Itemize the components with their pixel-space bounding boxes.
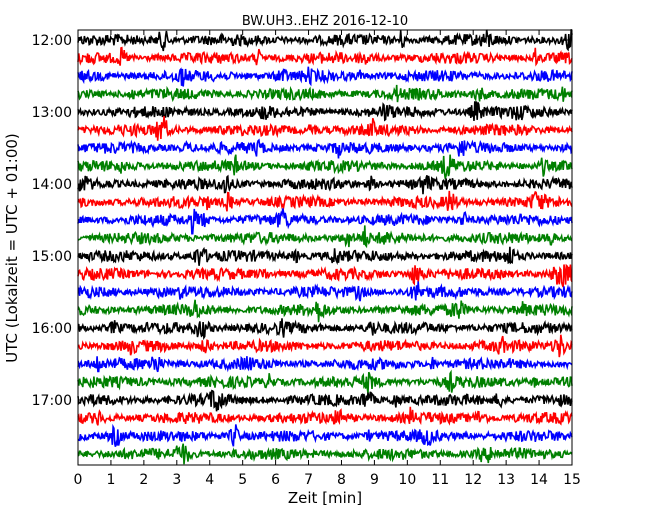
x-tick-label: 12 xyxy=(464,472,482,488)
x-tick-label: 10 xyxy=(398,472,416,488)
chart-title: BW.UH3..EHZ 2016-12-10 xyxy=(242,14,408,29)
trace-1630 xyxy=(77,355,573,373)
x-tick-label: 2 xyxy=(139,472,148,488)
x-tick-label: 5 xyxy=(238,472,247,488)
x-axis-label: Zeit [min] xyxy=(288,489,362,507)
trace-1330 xyxy=(77,138,573,159)
x-tick-label: 11 xyxy=(431,472,449,488)
trace-1745 xyxy=(77,443,573,465)
trace-1715 xyxy=(77,406,573,426)
x-tick-label: 14 xyxy=(530,472,548,488)
trace-1300 xyxy=(77,101,573,122)
x-tick-label: 0 xyxy=(74,472,83,488)
trace-1200 xyxy=(77,29,573,52)
trace-1530 xyxy=(77,281,573,302)
x-axis: 0 1 2 3 4 5 6 7 8 9 10 11 12 13 14 15 xyxy=(74,30,581,488)
trace-1415 xyxy=(77,190,573,212)
y-axis: 12:00 13:00 14:00 15:00 16:00 17:00 xyxy=(32,33,572,409)
trace-1315 xyxy=(77,115,573,141)
trace-1230 xyxy=(77,66,573,87)
plot-frame xyxy=(77,29,573,466)
x-tick-label: 1 xyxy=(106,472,115,488)
trace-1400 xyxy=(77,174,573,195)
x-tick-label: 4 xyxy=(205,472,214,488)
y-axis-label: UTC (Lokalzeit = UTC + 01:00) xyxy=(3,133,21,363)
trace-1545 xyxy=(77,299,573,323)
x-tick-label: 3 xyxy=(172,472,181,488)
trace-1345 xyxy=(77,154,573,179)
y-tick-label: 16:00 xyxy=(32,321,72,337)
trace-group xyxy=(77,29,573,465)
x-tick-label: 9 xyxy=(370,472,379,488)
y-tick-label: 13:00 xyxy=(32,105,72,121)
y-tick-label: 15:00 xyxy=(32,249,72,265)
x-tick-label: 13 xyxy=(497,472,515,488)
x-tick-label: 8 xyxy=(337,472,346,488)
y-tick-label: 14:00 xyxy=(32,177,72,193)
trace-1515 xyxy=(77,263,573,288)
trace-1500 xyxy=(77,246,573,266)
trace-1600 xyxy=(77,318,573,341)
trace-1730 xyxy=(77,423,573,447)
trace-1645 xyxy=(77,369,573,394)
y-tick-label: 17:00 xyxy=(32,393,72,409)
x-tick-label: 6 xyxy=(271,472,280,488)
trace-1700 xyxy=(77,389,573,412)
trace-1445 xyxy=(77,225,573,249)
trace-1430 xyxy=(77,208,573,235)
y-tick-label: 12:00 xyxy=(32,33,72,49)
trace-1245 xyxy=(77,84,573,103)
trace-1215 xyxy=(77,46,573,67)
x-tick-label: 15 xyxy=(563,472,581,488)
x-tick-label: 7 xyxy=(304,472,313,488)
trace-1615 xyxy=(77,334,573,358)
